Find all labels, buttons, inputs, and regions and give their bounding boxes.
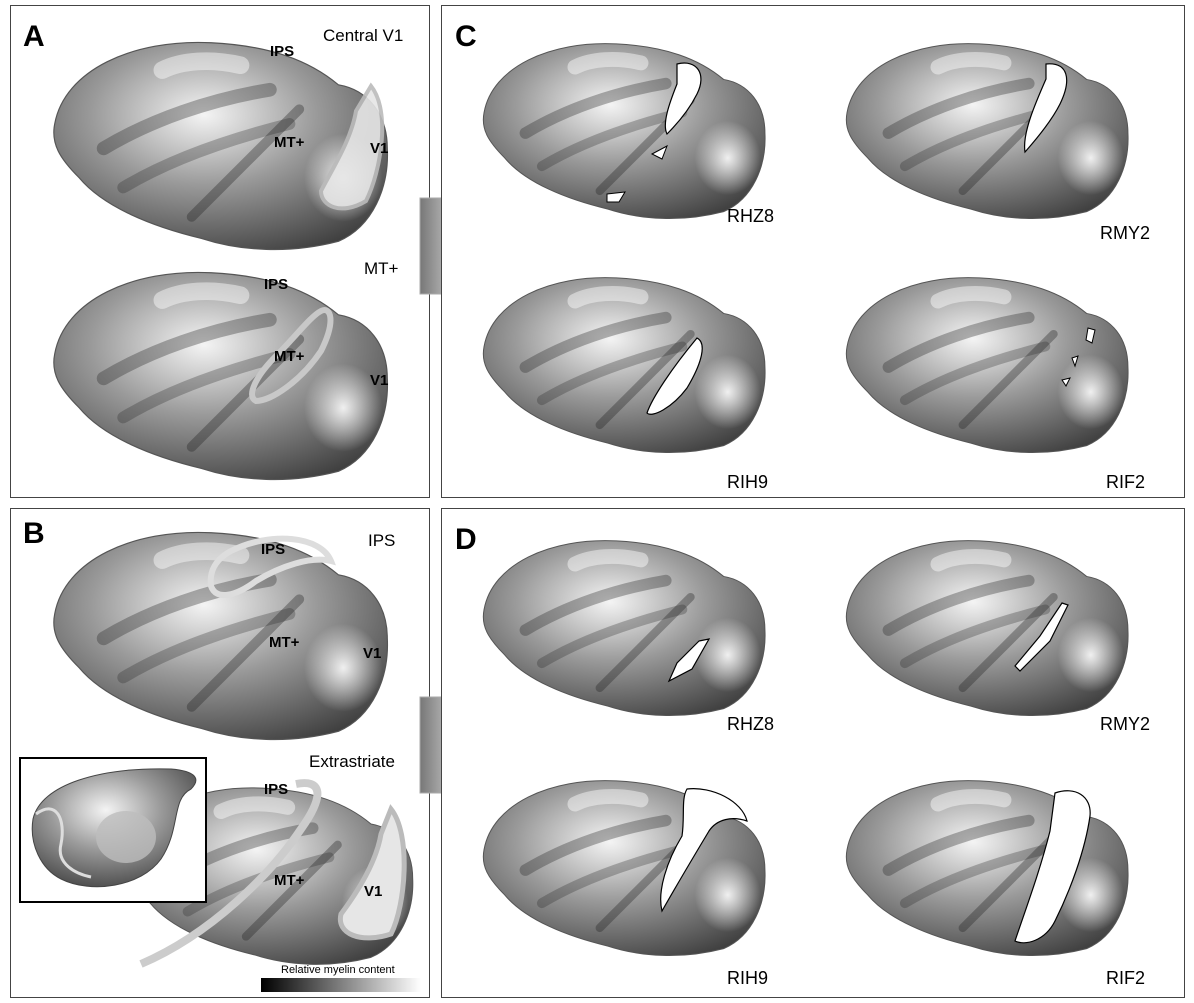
brain-surface-a-bottom	[21, 261, 421, 486]
panel-a: A Central V1 MT+ IPS MT+ V1 IPS MT+ V1	[10, 5, 430, 498]
brain-surface-d-3	[447, 771, 802, 961]
label-ips: IPS	[264, 781, 289, 798]
subject-label: RMY2	[1100, 223, 1151, 243]
label-ips: IPS	[264, 276, 289, 293]
medial-view-inset	[19, 757, 207, 903]
subject-label: RIF2	[1106, 968, 1146, 988]
label-mt: MT+	[274, 872, 305, 889]
brain-surface-a-top	[21, 31, 421, 256]
label-v1: V1	[363, 645, 382, 662]
label-mt: MT+	[269, 634, 300, 651]
brain-surface-c-1	[447, 34, 802, 224]
scale-bar-label: Relative myelin content	[281, 964, 395, 976]
roi-title-mt: MT+	[364, 259, 399, 278]
brain-surface-d-1	[447, 531, 802, 721]
label-mt: MT+	[274, 134, 305, 151]
medial-brain-view	[31, 768, 197, 888]
subject-label: RIH9	[727, 968, 769, 988]
brain-surface-d-2	[810, 531, 1165, 721]
subject-label: RIF2	[1106, 472, 1146, 492]
panel-c: C RHZ8 RMY2 RIH9 RIF2	[441, 5, 1185, 498]
brain-surface-b-bottom	[121, 754, 421, 994]
brain-surface-b-top	[21, 521, 421, 746]
roi-title-ips: IPS	[368, 531, 396, 550]
label-v1: V1	[364, 883, 383, 900]
label-ips: IPS	[261, 541, 286, 558]
label-ips: IPS	[270, 43, 295, 60]
subject-label: RHZ8	[727, 714, 775, 734]
subject-label: RHZ8	[727, 206, 775, 226]
roi-title-extrastriate: Extrastriate	[309, 752, 395, 771]
subject-label: RMY2	[1100, 714, 1151, 734]
subject-label: RIH9	[727, 472, 769, 492]
brain-surface-c-3	[447, 268, 802, 458]
brain-surface-d-4	[810, 771, 1165, 961]
panel-b: B IPS Extrastriate IPS MT+ V1 IPS MT+ V1…	[10, 508, 430, 998]
label-v1: V1	[370, 372, 389, 389]
panel-d: D RHZ8 RMY2 RIH9 RIF2	[441, 508, 1185, 998]
panel-letter-b: B	[23, 517, 45, 550]
brain-surface-c-2	[810, 34, 1165, 224]
roi-title-central-v1: Central V1	[323, 26, 404, 45]
label-mt: MT+	[274, 348, 305, 365]
panel-letter-a: A	[23, 20, 45, 53]
panel-letter-d: D	[455, 523, 477, 556]
label-v1: V1	[370, 140, 389, 157]
brain-surface-c-4	[810, 268, 1165, 458]
panel-letter-c: C	[455, 20, 477, 53]
myelin-scale-bar	[261, 978, 421, 992]
